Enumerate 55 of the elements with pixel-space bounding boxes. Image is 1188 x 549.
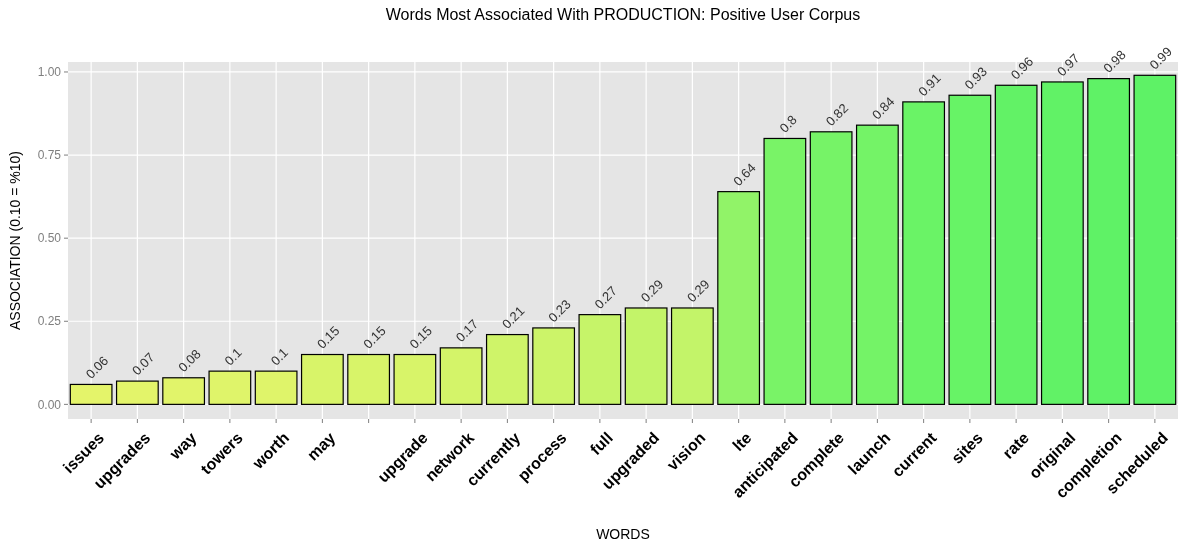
bar	[902, 101, 946, 405]
data-label: 0.27	[591, 283, 620, 312]
data-label: 0.29	[637, 276, 667, 306]
bar	[809, 131, 853, 405]
bar	[994, 84, 1038, 405]
data-label: 0.1	[267, 344, 292, 369]
bar	[855, 124, 899, 405]
bar	[300, 353, 344, 405]
data-label: 0.96	[1007, 53, 1037, 83]
bar	[1133, 74, 1177, 405]
bar	[578, 314, 622, 405]
chart-title: Words Most Associated With PRODUCTION: Positive User Corpus	[385, 6, 861, 23]
y-tick-label: 1.00	[37, 65, 62, 80]
data-label: 0.84	[868, 93, 898, 123]
data-label: 0.8	[776, 112, 800, 136]
data-label: 0.15	[406, 323, 435, 352]
data-label: 0.99	[1146, 43, 1175, 73]
bar	[254, 370, 298, 405]
y-tick-label: 0.00	[37, 397, 62, 412]
bar	[115, 380, 159, 405]
y-tick-label: 0.25	[37, 314, 62, 329]
y-axis-title: ASSOCIATION (0.10 = %10)	[7, 150, 23, 331]
bar	[948, 94, 992, 405]
bar	[393, 353, 437, 405]
data-label: 0.17	[452, 316, 482, 345]
bar	[1087, 78, 1131, 405]
data-label: 0.06	[82, 353, 112, 382]
x-axis-title: WORDS	[596, 526, 650, 542]
data-label: 0.29	[683, 276, 713, 306]
bar	[439, 347, 483, 405]
y-tick-label: 0.75	[37, 148, 62, 163]
data-label: 0.08	[175, 346, 204, 375]
bar	[532, 327, 576, 405]
data-label: 0.23	[545, 296, 574, 326]
data-label: 0.1	[221, 344, 245, 369]
data-label: 0.91	[915, 70, 944, 100]
bar	[670, 307, 714, 405]
y-tick-label: 0.50	[37, 231, 62, 246]
bar	[717, 191, 761, 405]
bar	[485, 333, 529, 405]
data-label: 0.93	[961, 63, 990, 93]
bar	[624, 307, 668, 405]
bar	[162, 377, 206, 405]
bar	[208, 370, 252, 405]
bar	[69, 383, 113, 405]
x-tick-label: rate	[999, 428, 1033, 462]
bar	[1040, 81, 1084, 405]
data-label: 0.15	[313, 323, 343, 352]
data-label: 0.98	[1100, 47, 1129, 76]
x-tick-label: way	[165, 428, 200, 464]
bar	[763, 137, 807, 405]
data-label: 0.15	[360, 323, 389, 352]
data-label: 0.82	[822, 100, 852, 129]
bar	[347, 353, 391, 405]
data-label: 0.21	[498, 303, 528, 332]
